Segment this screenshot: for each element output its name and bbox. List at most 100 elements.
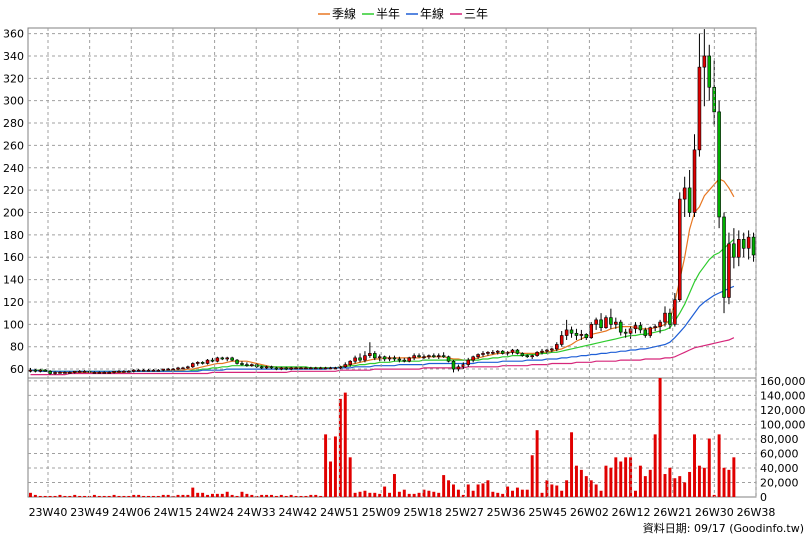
candle-body [668,312,672,325]
volume-bar [461,494,465,497]
volume-bar [634,490,637,497]
candle-body [427,355,431,358]
volume-bar [225,491,229,497]
volume-bar [422,489,426,497]
candle-body [663,312,667,323]
volume-bar [663,474,667,497]
volume-bar [525,489,529,497]
candle-body [77,370,82,373]
candle-body [38,369,43,372]
volume-bar [673,478,677,497]
candle-body [555,344,559,350]
volume-bar [142,495,146,497]
candle-body [259,366,264,369]
volume-bar [338,398,342,497]
candle-body [58,372,62,374]
x-tick-label: 25W18 [403,506,442,519]
volume-bar [166,494,170,497]
volume-bar [511,490,514,497]
price-tick-label: 300 [3,95,24,108]
volume-bar [147,495,150,497]
volume-bar [38,495,42,497]
candle-body [328,367,333,370]
volume-bar [555,485,559,497]
volume-bar [589,480,593,497]
volume-bar [407,493,411,497]
price-tick-label: 200 [3,207,24,220]
candle-body [559,335,564,345]
ma-line-三年 [30,337,735,376]
candle-body [97,372,102,374]
candle-body [451,360,456,370]
price-panel: 60 80 100 120 140 160 180 200 220 240 260 280 300 320… [3,27,757,379]
volume-bar [471,490,475,497]
candle-body [717,111,721,218]
candle-body [107,372,111,374]
candle-body [304,367,308,370]
candle-body [348,360,352,365]
volume-bar [284,495,288,497]
price-tick-label: 160 [3,251,24,264]
candle-body [313,367,318,370]
candle-body [48,370,52,374]
candle-body [751,236,756,256]
x-tick-label: 26W21 [653,506,692,519]
candle-body [441,355,446,358]
candle-body [412,355,416,359]
volume-bar [299,495,303,497]
candle-body [245,364,249,366]
candle-body [43,369,47,372]
volume-bar [599,490,603,497]
volume-bar [122,495,126,497]
candle-body [215,357,220,362]
candle-body [481,353,485,355]
candle-body [397,358,402,361]
candle-body [722,216,726,298]
volume-plot-area [27,377,757,498]
candle-body [436,355,441,358]
candle-body [240,363,244,365]
x-tick-label: 26W30 [695,506,734,519]
candle-body [274,367,279,370]
candle-body [466,359,471,365]
candle-body [495,350,500,353]
volume-bar [186,494,190,497]
volume-bar [373,492,377,497]
volume-bar [697,465,701,497]
volume-bar [220,493,224,497]
volume-bar [265,494,269,497]
legend: 季線 半年 年線 三年 [318,6,488,21]
volume-bar [324,434,328,497]
volume-bar [333,436,337,497]
candle-body [579,334,584,336]
candle-body [677,198,682,301]
volume-bar [358,491,362,497]
volume-tick-label: 0 [760,491,767,504]
candle-body [550,348,554,351]
volume-bar [132,494,136,497]
x-tick-label: 23W40 [29,506,68,519]
volume-bar [476,484,480,497]
volume-bar [609,467,613,497]
volume-bar [574,465,578,497]
volume-bar [260,494,264,497]
volume-bar [309,494,313,497]
candle-body [515,349,520,354]
price-tick-label: 60 [10,363,24,376]
x-tick-label: 24W06 [112,506,151,519]
candle-body [68,372,72,374]
candle-body [584,334,589,339]
volume-bar [530,455,534,497]
volume-bar [191,487,195,497]
volume-bar [452,484,455,497]
candle-body [323,367,328,370]
candle-body [294,367,298,370]
volume-bar [643,476,647,497]
candle-body [530,355,534,358]
x-tick-label: 24W42 [278,506,317,519]
candle-body [535,351,539,356]
x-axis: 23W40 23W49 24W06 24W15 24W24 24W33 24W42 24W51… [29,28,775,519]
volume-bar [501,493,505,497]
candle-body [136,369,141,372]
candle-body [269,366,274,369]
